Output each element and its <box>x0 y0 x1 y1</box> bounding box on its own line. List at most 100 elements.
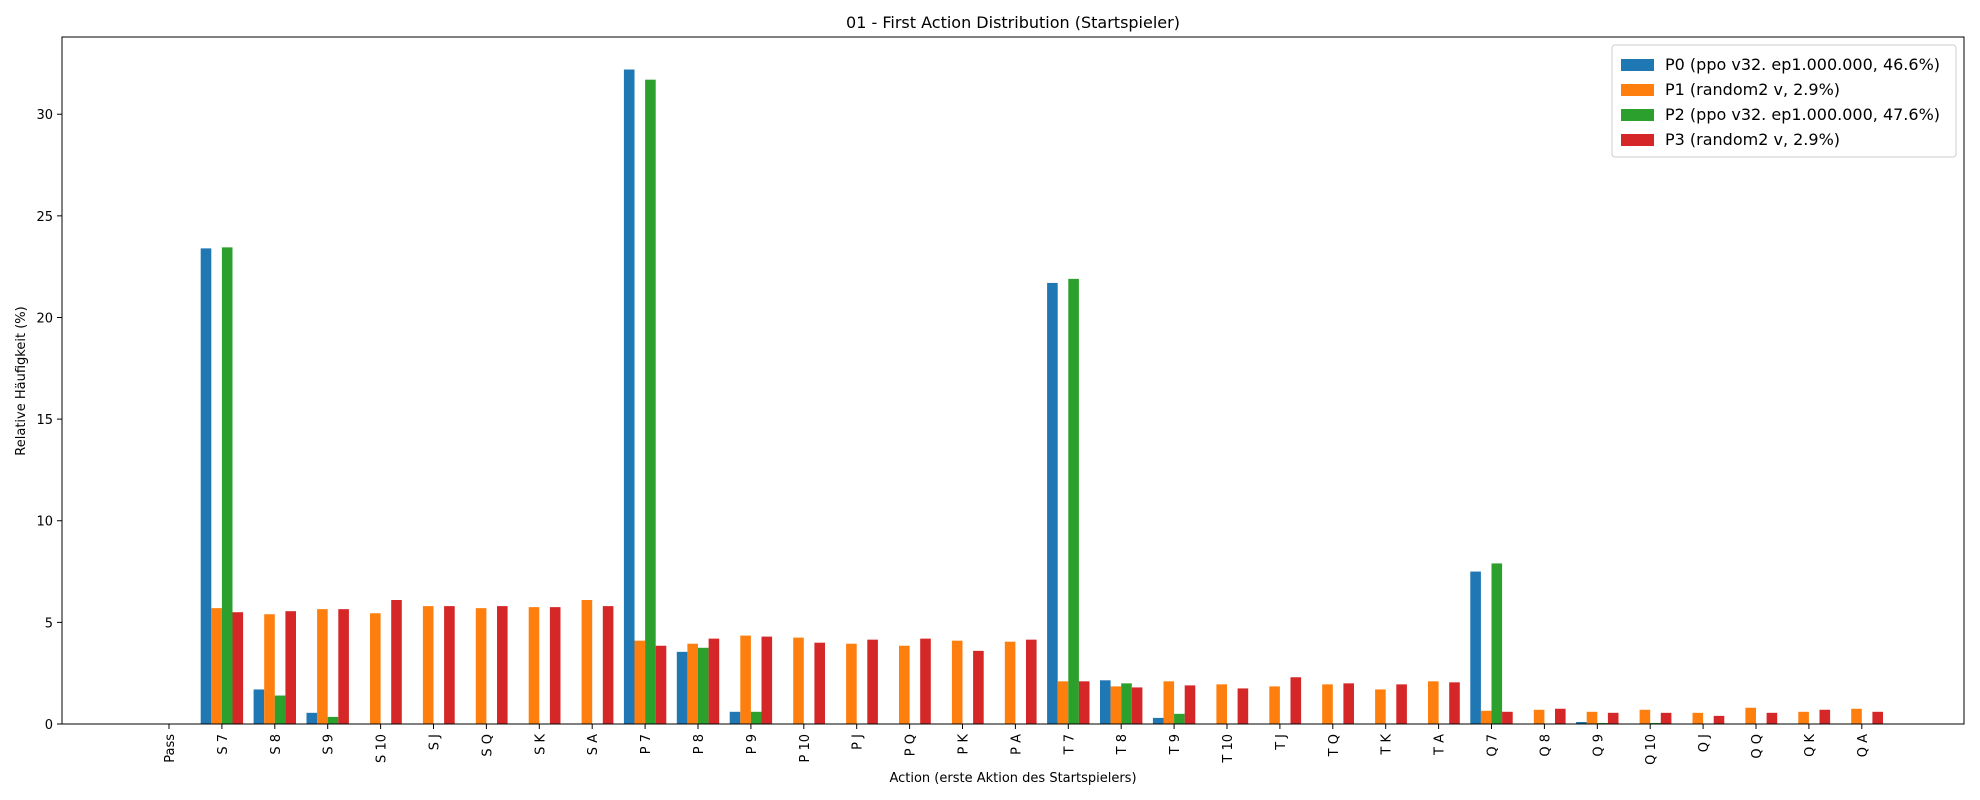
x-axis-title: Action (erste Aktion des Startspielers) <box>889 771 1136 786</box>
x-tick-label: Pass <box>163 734 178 763</box>
y-axis: 0 5 10 15 20 25 30 <box>36 108 62 733</box>
x-tick-label: S 9 <box>322 734 337 755</box>
bar <box>1322 684 1333 724</box>
bar <box>338 609 349 724</box>
bar <box>846 643 857 724</box>
bar <box>1057 681 1069 724</box>
bar <box>285 611 296 724</box>
legend-swatch <box>1621 109 1654 121</box>
x-tick-label: Q 9 <box>1591 734 1606 757</box>
bar <box>740 635 751 724</box>
legend-swatch <box>1621 134 1654 146</box>
bar <box>264 614 275 724</box>
bar <box>1152 717 1164 724</box>
bar <box>1396 684 1407 724</box>
x-tick-label: P J <box>851 734 866 750</box>
x-tick-label: P 8 <box>692 734 707 754</box>
bar <box>1713 715 1725 724</box>
x-tick-label: Q K <box>1803 734 1818 757</box>
legend-label: P1 (random2 v, 2.9%) <box>1665 80 1840 99</box>
bar <box>306 712 318 724</box>
bar <box>200 248 212 724</box>
bar <box>1428 681 1439 724</box>
bar <box>444 606 455 724</box>
x-tick-label: S Q <box>480 734 495 757</box>
x-tick-label: S A <box>586 734 601 755</box>
bar <box>867 639 878 724</box>
bar <box>1555 708 1566 724</box>
x-tick-label: T A <box>1433 734 1448 756</box>
bar <box>1237 688 1249 724</box>
x-tick-label: Q J <box>1697 734 1712 752</box>
legend-label: P0 (ppo v32. ep1.000.000, 46.6%) <box>1665 55 1940 74</box>
bar <box>645 79 656 725</box>
legend-label: P3 (random2 v, 2.9%) <box>1665 130 1840 149</box>
bar <box>1650 722 1661 724</box>
bar <box>1184 685 1196 724</box>
bar <box>1491 563 1503 724</box>
bars-layer <box>200 69 1883 725</box>
bar <box>274 695 286 724</box>
y-tick-label: 30 <box>36 108 53 123</box>
x-tick-label: P 7 <box>639 734 654 754</box>
y-tick-label: 10 <box>36 515 53 530</box>
x-tick-label: P Q <box>904 734 919 756</box>
bar <box>1100 680 1111 724</box>
x-tick-label: T 7 <box>1062 734 1077 755</box>
bar <box>1047 282 1058 724</box>
bar <box>422 606 434 724</box>
legend-swatch <box>1621 59 1654 71</box>
bar <box>1110 686 1122 724</box>
bar <box>1766 712 1778 724</box>
x-tick-label: S J <box>428 734 443 750</box>
x-tick-label: Q 10 <box>1644 734 1659 765</box>
bar <box>1078 681 1090 724</box>
bar <box>623 69 635 724</box>
x-tick-label: S K <box>533 734 548 755</box>
x-tick-label: P 10 <box>798 734 813 763</box>
x-tick-label: Q 7 <box>1486 734 1501 757</box>
bar <box>475 608 487 724</box>
x-tick-label: T Q <box>1327 734 1342 757</box>
x-tick-label: T K <box>1380 734 1395 756</box>
y-axis-title: Relative Häufigkeit (%) <box>14 306 29 455</box>
bar <box>327 716 339 724</box>
x-tick-label: P 9 <box>745 734 760 754</box>
bar <box>1597 722 1608 724</box>
bar <box>1798 711 1809 724</box>
bar <box>687 643 698 724</box>
bar <box>232 612 244 724</box>
bar <box>391 600 402 724</box>
x-tick-label: P K <box>957 734 972 755</box>
plot-frame <box>61 36 1965 725</box>
bar <box>729 711 741 724</box>
legend-label: P2 (ppo v32. ep1.000.000, 47.6%) <box>1665 105 1940 124</box>
bar <box>221 247 233 724</box>
legend: P0 (ppo v32. ep1.000.000, 46.6%) P1 (rand… <box>1611 44 1957 158</box>
x-tick-label: Q A <box>1856 734 1871 757</box>
bar <box>1449 682 1460 724</box>
bar <box>1216 684 1227 724</box>
bar <box>1502 711 1513 724</box>
bar <box>1290 677 1302 724</box>
x-tick-label: Q Q <box>1750 734 1765 759</box>
bar <box>634 640 646 724</box>
bar <box>602 606 614 724</box>
bar <box>549 607 561 724</box>
bar <box>655 645 667 724</box>
bar <box>1745 707 1756 724</box>
x-tick-label: T J <box>1274 734 1289 751</box>
x-tick-label: S 10 <box>375 734 390 763</box>
bar <box>698 647 709 724</box>
bar <box>1607 712 1619 724</box>
bar <box>1639 709 1651 724</box>
bar <box>973 650 984 724</box>
x-tick-label: S 7 <box>216 734 231 755</box>
y-tick-label: 0 <box>45 718 53 733</box>
bar <box>1174 713 1185 724</box>
bar <box>1375 689 1386 724</box>
bar <box>1586 711 1598 724</box>
y-tick-label: 20 <box>36 311 53 326</box>
bar <box>1121 683 1132 724</box>
